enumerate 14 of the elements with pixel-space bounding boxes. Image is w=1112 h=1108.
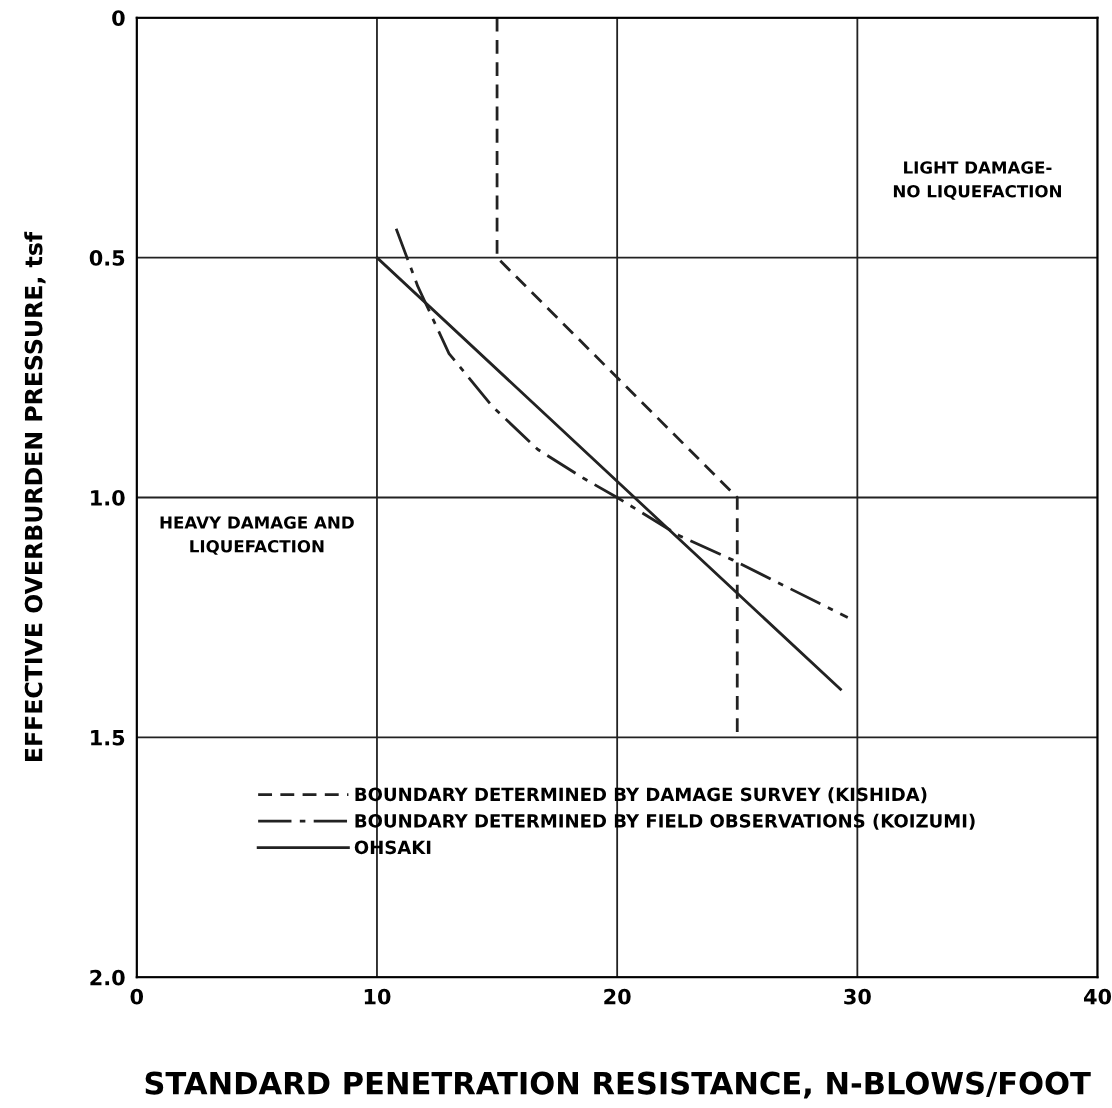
- y-tick-label: 0.5: [89, 250, 125, 266]
- y-tick-label: 2.0: [90, 969, 125, 986]
- y-tick-label: 0: [112, 10, 125, 26]
- x-tick-label: 20: [604, 988, 631, 1005]
- x-tick-label: 10: [364, 988, 391, 1005]
- x-tick-label: 30: [844, 988, 871, 1005]
- y-axis-title: EFFECTIVE OVERBURDEN PRESSURE, tsf: [24, 231, 46, 761]
- x-tick-label: 40: [1083, 988, 1112, 1005]
- x-tick-label: 0: [130, 988, 144, 1005]
- annotation: HEAVY DAMAGE AND LIQUEFACTION: [160, 516, 354, 555]
- y-tick-label: 1.5: [91, 730, 125, 746]
- x-axis-title: STANDARD PENETRATION RESISTANCE, N-BLOWS/FOOT: [145, 1071, 1091, 1099]
- y-tick-label: 1.0: [91, 489, 125, 506]
- annotation: LIGHT DAMAGE- NO LIQUEFACTION: [893, 161, 1061, 200]
